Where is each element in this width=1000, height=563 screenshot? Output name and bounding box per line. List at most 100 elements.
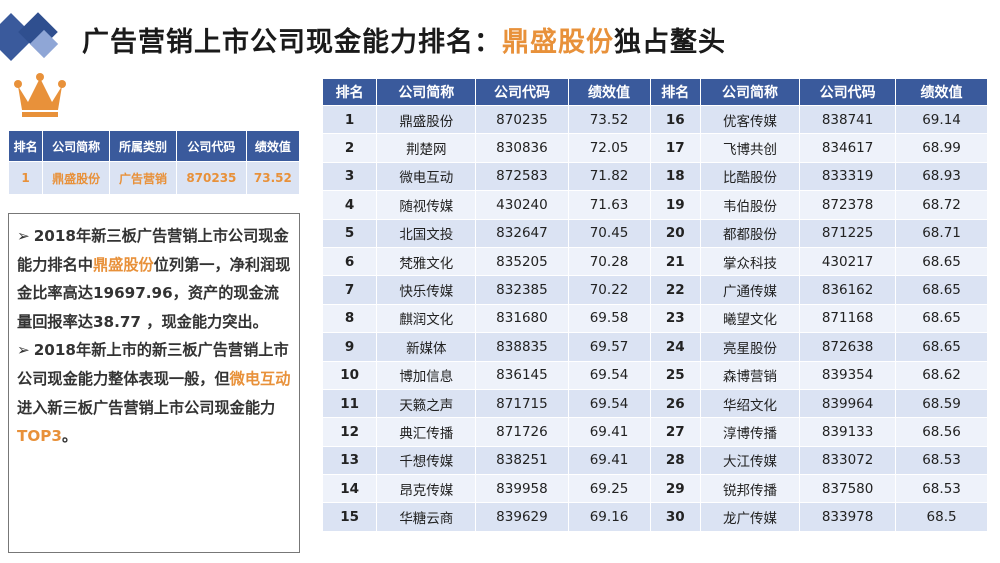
cell-code: 430217	[799, 246, 897, 277]
top-header-cell: 排名	[7, 130, 44, 162]
cell-rank: 21	[649, 246, 701, 277]
cell-score: 69.41	[567, 445, 651, 476]
table-row: 12 典汇传播 871726 69.41 27 淳博传播 839133 68.56	[321, 417, 988, 447]
cell-score: 68.62	[895, 360, 988, 390]
cell-rank: 25	[649, 360, 701, 390]
cell-code: 871168	[799, 303, 897, 334]
note-text: 位列第一，净利润现金比率高达19697.96，资产的现金流量回报率达38.77 …	[17, 255, 291, 331]
note-highlight: 鼎盛股份	[92, 255, 154, 274]
cell-code: 837580	[799, 474, 897, 504]
cell-code: 836145	[475, 360, 569, 390]
cell-code: 831680	[475, 303, 569, 334]
cell-rank: 15	[321, 502, 378, 532]
table-row: 4 随视传媒 430240 71.63 19 韦伯股份 872378 68.72	[321, 190, 988, 220]
cell-company: 荆楚网	[376, 133, 477, 163]
page-title: 广告营销上市公司现金能力排名：鼎盛股份独占鳌头	[82, 20, 726, 59]
cell-score: 68.53	[895, 474, 988, 504]
top-header-cell: 公司代码	[175, 130, 247, 162]
cell-company: 随视传媒	[376, 190, 477, 220]
cell-rank: 28	[649, 445, 701, 476]
cell-code: 838741	[799, 104, 897, 135]
table-row: 3 微电互动 872583 71.82 18 比酷股份 833319 68.93	[321, 161, 988, 192]
cell-rank: 3	[321, 161, 378, 192]
header-score: 绩效值	[895, 78, 988, 106]
table-row: 2 荆楚网 830836 72.05 17 飞博共创 834617 68.99	[321, 133, 988, 163]
cell-score: 68.65	[895, 246, 988, 277]
cell-rank: 27	[649, 417, 701, 447]
cell-company: 新媒体	[376, 332, 477, 362]
cell-score: 70.22	[567, 275, 651, 305]
note-bullet-1: ➢ 2018年新三板广告营销上市公司现金能力排名中鼎盛股份位列第一，净利润现金比率…	[17, 222, 293, 336]
cell-score: 69.14	[895, 104, 988, 135]
note-text: 进入新三板广告营销上市公司现金能力	[17, 398, 276, 417]
ranking-header-row: 排名 公司简称 公司代码 绩效值 排名 公司简称 公司代码 绩效值	[321, 78, 988, 106]
cell-company: 千想传媒	[376, 445, 477, 476]
cell-score: 68.59	[895, 388, 988, 419]
cell-code: 871726	[475, 417, 569, 447]
cell-score: 69.54	[567, 360, 651, 390]
header-code: 公司代码	[475, 78, 569, 106]
cell-company: 华绍文化	[699, 388, 801, 419]
cell-company: 快乐传媒	[376, 275, 477, 305]
cell-rank: 16	[649, 104, 701, 135]
top-cell: 73.52	[245, 161, 301, 195]
cell-rank: 2	[321, 133, 378, 163]
cell-code: 833319	[799, 161, 897, 192]
ranking-body: 1 鼎盛股份 870235 73.52 16 优客传媒 838741 69.14 2 荆楚网 830…	[321, 104, 988, 532]
cell-rank: 30	[649, 502, 701, 532]
top-header-cell: 绩效值	[245, 130, 301, 162]
cell-score: 68.56	[895, 417, 988, 447]
cell-company: 麒润文化	[376, 303, 477, 334]
title-highlight: 鼎盛股份	[502, 27, 614, 58]
cell-company: 淳博传播	[699, 417, 801, 447]
ranking-table: 排名 公司简称 公司代码 绩效值 排名 公司简称 公司代码 绩效值 1 鼎盛股份 8…	[321, 78, 988, 532]
cell-score: 69.25	[567, 474, 651, 504]
cell-score: 68.65	[895, 332, 988, 362]
cell-company: 华糖云商	[376, 502, 477, 532]
top-cell: 1	[7, 161, 44, 195]
table-row: 9 新媒体 838835 69.57 24 亮星股份 872638 68.65	[321, 332, 988, 362]
top-cell: 鼎盛股份	[42, 161, 111, 195]
cell-rank: 20	[649, 218, 701, 248]
cell-score: 69.54	[567, 388, 651, 419]
cell-code: 839629	[475, 502, 569, 532]
arrow-bullet-icon: ➢	[17, 341, 30, 360]
cell-rank: 7	[321, 275, 378, 305]
cell-rank: 5	[321, 218, 378, 248]
table-row: 7 快乐传媒 832385 70.22 22 广通传媒 836162 68.65	[321, 275, 988, 305]
cell-code: 838835	[475, 332, 569, 362]
cell-rank: 19	[649, 190, 701, 220]
cell-rank: 24	[649, 332, 701, 362]
cell-rank: 23	[649, 303, 701, 334]
cell-rank: 10	[321, 360, 378, 390]
cell-company: 亮星股份	[699, 332, 801, 362]
top-cell: 广告营销	[109, 161, 177, 195]
cell-score: 71.82	[567, 161, 651, 192]
cell-company: 广通传媒	[699, 275, 801, 305]
table-row: 11 天籁之声 871715 69.54 26 华绍文化 839964 68.59	[321, 388, 988, 419]
cell-code: 836162	[799, 275, 897, 305]
cell-company: 比酷股份	[699, 161, 801, 192]
header-score: 绩效值	[567, 78, 651, 106]
cell-company: 博加信息	[376, 360, 477, 390]
cell-score: 72.05	[567, 133, 651, 163]
cell-rank: 12	[321, 417, 378, 447]
table-row: 14 昂克传媒 839958 69.25 29 锐邦传播 837580 68.53	[321, 474, 988, 504]
cell-rank: 13	[321, 445, 378, 476]
cell-score: 68.71	[895, 218, 988, 248]
table-row: 1 鼎盛股份 870235 73.52 16 优客传媒 838741 69.14	[321, 104, 988, 135]
cell-score: 69.41	[567, 417, 651, 447]
cell-score: 71.63	[567, 190, 651, 220]
cell-score: 68.65	[895, 303, 988, 334]
cell-code: 834617	[799, 133, 897, 163]
cell-company: 优客传媒	[699, 104, 801, 135]
header-company: 公司简称	[376, 78, 477, 106]
cell-score: 68.93	[895, 161, 988, 192]
top-header-cell: 所属类别	[109, 130, 177, 162]
cell-company: 昂克传媒	[376, 474, 477, 504]
cell-company: 典汇传播	[376, 417, 477, 447]
cell-rank: 17	[649, 133, 701, 163]
cell-code: 430240	[475, 190, 569, 220]
cell-rank: 11	[321, 388, 378, 419]
cell-company: 北国文投	[376, 218, 477, 248]
